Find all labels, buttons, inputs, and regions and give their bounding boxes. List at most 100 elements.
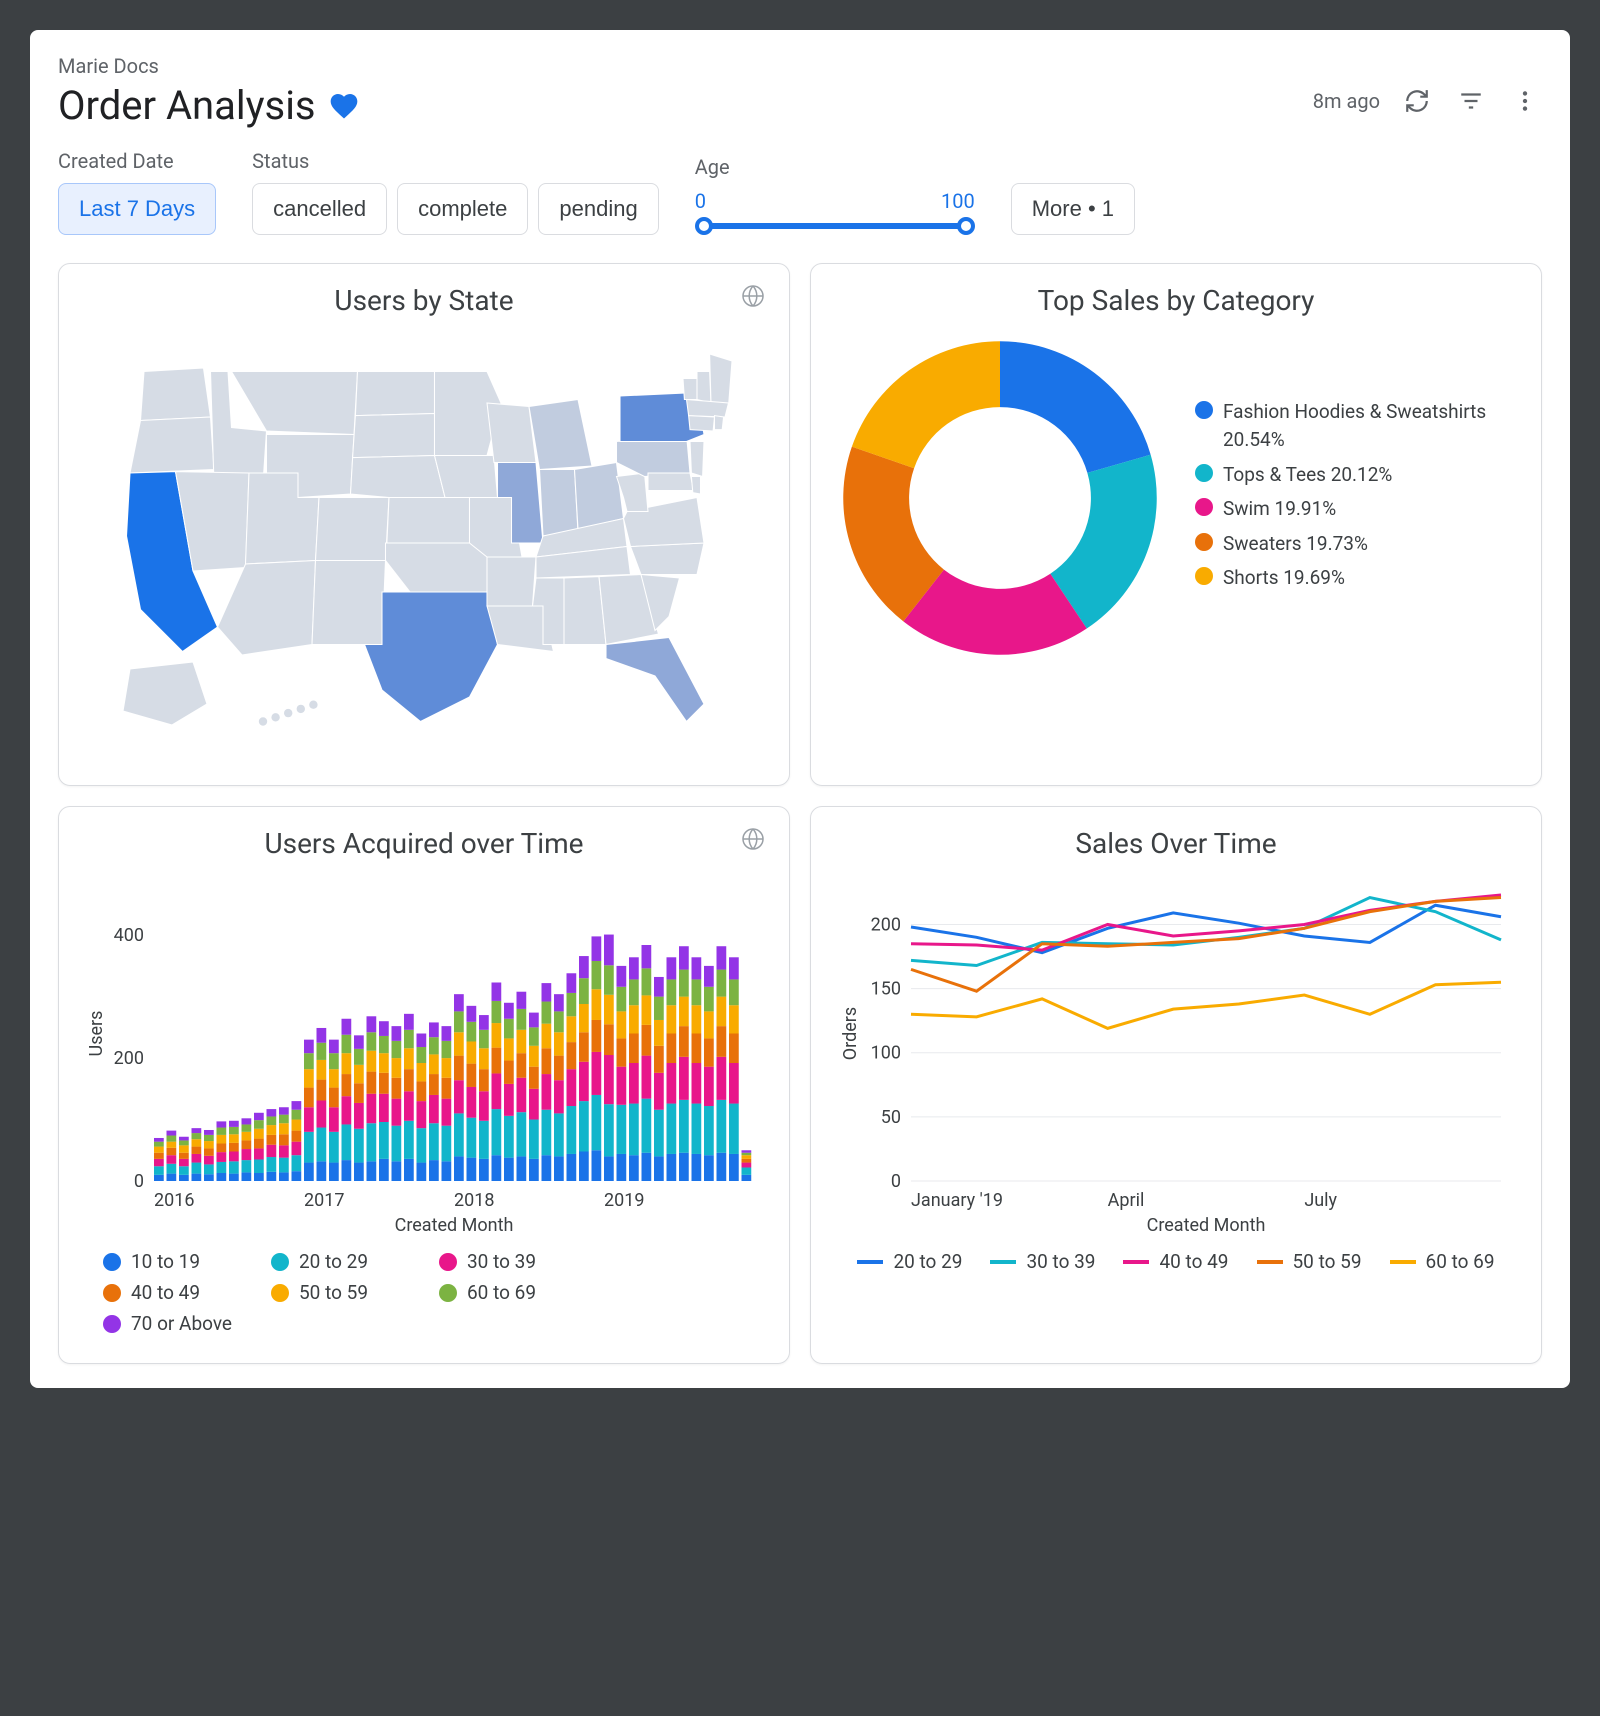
bar-segment	[342, 1124, 352, 1160]
globe-icon[interactable]	[741, 827, 765, 851]
bar-segment	[292, 1101, 302, 1110]
refresh-button[interactable]	[1400, 84, 1434, 118]
ytick-label: 200	[114, 1048, 144, 1069]
bar-segment	[742, 1150, 752, 1152]
bar-segment	[517, 1053, 527, 1078]
favorite-icon[interactable]	[328, 90, 360, 122]
ytick-label: 200	[871, 914, 901, 935]
age-slider-thumb-high[interactable]	[957, 217, 975, 235]
state-arkansas	[487, 557, 536, 606]
bar-segment	[479, 1015, 489, 1030]
bar-segment	[517, 1078, 527, 1112]
bar-segment	[592, 1150, 602, 1181]
bar-segment	[567, 1069, 577, 1106]
bar-segment	[617, 987, 627, 1012]
bar-segment	[167, 1131, 177, 1136]
bar-segment	[167, 1155, 177, 1164]
bar-segment	[279, 1145, 289, 1157]
age-max-label: 100	[941, 189, 975, 213]
state-hawaii	[259, 717, 267, 725]
x-axis-label: Created Month	[395, 1215, 514, 1236]
age-slider[interactable]: 0 100	[695, 189, 975, 235]
bar-segment	[729, 1104, 739, 1154]
bar-segment	[717, 946, 727, 969]
bar-segment	[217, 1128, 227, 1135]
bar-segment	[367, 1161, 377, 1181]
line-series	[911, 898, 1501, 992]
bar-segment	[154, 1153, 164, 1159]
state-delaware	[691, 477, 700, 495]
line-series	[911, 982, 1501, 1028]
legend-label: 40 to 49	[131, 1281, 200, 1304]
bar-segment	[542, 983, 552, 1001]
bar-segment	[604, 995, 614, 1025]
bar-segment	[304, 1053, 314, 1069]
bar-segment	[604, 1104, 614, 1156]
y-axis-label: Orders	[840, 1007, 861, 1060]
state-oklahoma	[386, 543, 488, 592]
bar-segment	[667, 979, 677, 1005]
bar-segment	[617, 1154, 627, 1181]
bar-segment	[629, 1005, 639, 1033]
bar-segment	[204, 1135, 214, 1141]
bar-segment	[692, 1063, 702, 1104]
legend-label: Sweaters 19.73%	[1223, 530, 1368, 559]
chip-more[interactable]: More • 1	[1011, 183, 1135, 235]
legend-dot	[103, 1253, 121, 1271]
bar-segment	[254, 1113, 264, 1120]
bar-segment	[692, 1154, 702, 1181]
legend-line	[857, 1260, 883, 1264]
filter-label-age: Age	[695, 155, 975, 179]
card-title-sales-over-time: Sales Over Time	[835, 827, 1517, 860]
bar-segment	[642, 1153, 652, 1181]
bar-segment	[454, 1011, 464, 1032]
legend-label: 60 to 69	[1426, 1250, 1495, 1273]
bar-segment	[204, 1148, 214, 1155]
bar-segment	[442, 1161, 452, 1181]
bar-segment	[442, 1126, 452, 1162]
legend-label: 20 to 29	[893, 1250, 962, 1273]
more-options-button[interactable]	[1508, 84, 1542, 118]
legend-line	[1390, 1260, 1416, 1264]
age-slider-thumb-low[interactable]	[695, 217, 713, 235]
bar-segment	[692, 979, 702, 1005]
globe-icon[interactable]	[741, 284, 765, 308]
bar-segment	[279, 1115, 289, 1124]
legend-dot	[1195, 567, 1213, 585]
ytick-label: 100	[871, 1043, 901, 1064]
bar-segment	[679, 946, 689, 969]
bar-segment	[154, 1166, 164, 1175]
filter-label-created-date: Created Date	[58, 149, 216, 173]
chip-cancelled[interactable]: cancelled	[252, 183, 387, 235]
bar-segment	[304, 1069, 314, 1087]
bar-segment	[654, 997, 664, 1020]
bar-segment	[554, 1056, 564, 1081]
chip-complete[interactable]: complete	[397, 183, 528, 235]
bar-segment	[567, 1106, 577, 1154]
bar-segment	[254, 1159, 264, 1173]
chip-pending[interactable]: pending	[538, 183, 658, 235]
bar-segment	[342, 1035, 352, 1053]
bar-segment	[217, 1152, 227, 1162]
bar-segment	[642, 1056, 652, 1099]
bar-segment	[329, 1107, 339, 1132]
bar-segment	[579, 1004, 589, 1032]
bar-segment	[192, 1154, 202, 1163]
bar-segment	[604, 1024, 614, 1055]
filter-button[interactable]	[1454, 84, 1488, 118]
bar-segment	[379, 1036, 389, 1053]
chip-last-7-days[interactable]: Last 7 Days	[58, 183, 216, 235]
bar-segment	[367, 1051, 377, 1072]
bar-segment	[579, 978, 589, 1004]
bar-segment	[254, 1120, 264, 1129]
bar-segment	[317, 1060, 327, 1080]
bar-segment	[629, 957, 639, 979]
bar-segment	[567, 1016, 577, 1042]
ytick-label: 0	[891, 1171, 901, 1192]
breadcrumb[interactable]: Marie Docs	[58, 54, 360, 78]
bar-segment	[254, 1173, 264, 1181]
bar-segment	[692, 1104, 702, 1154]
state-new-hampshire	[697, 372, 711, 404]
legend-label: 50 to 59	[299, 1281, 368, 1304]
bar-segment	[642, 1099, 652, 1153]
